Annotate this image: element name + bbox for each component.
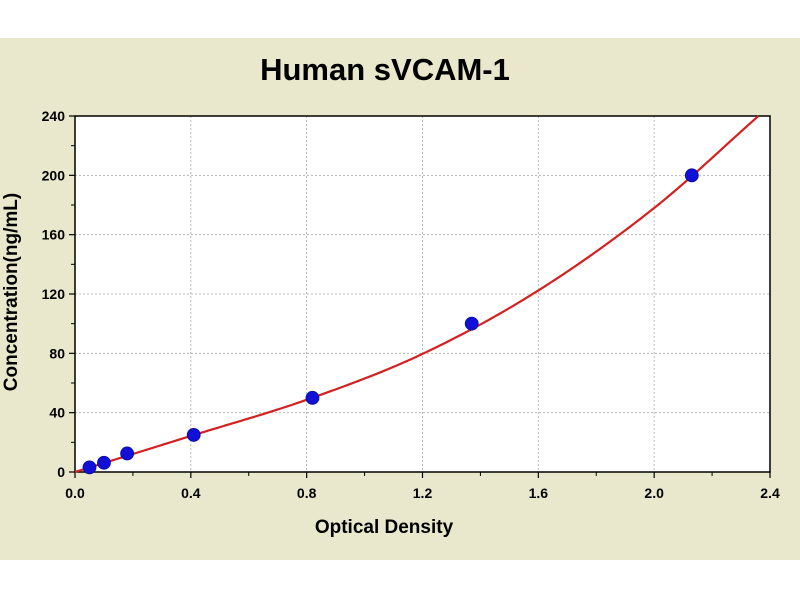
x-tick-label: 1.6 [529, 485, 549, 501]
y-tick-label: 40 [49, 405, 65, 421]
y-tick-label: 80 [49, 345, 65, 361]
data-point [97, 455, 111, 470]
data-point [464, 316, 479, 331]
data-point [82, 460, 97, 475]
y-tick-label: 0 [57, 464, 65, 480]
plot-frame [74, 115, 771, 473]
x-tick-label: 0.0 [65, 485, 85, 501]
y-tick-label: 240 [42, 108, 66, 124]
y-tick-label: 120 [42, 286, 66, 302]
data-point [305, 390, 320, 405]
x-tick-label: 1.2 [413, 485, 433, 501]
x-axis-label: Optical Density [315, 517, 454, 538]
x-tick-label: 0.4 [181, 485, 201, 501]
chart-title: Human sVCAM-1 [260, 52, 510, 87]
x-tick-label: 2.4 [760, 485, 780, 501]
data-point [684, 168, 699, 183]
y-tick-label: 160 [42, 227, 66, 243]
grid-lines [75, 116, 770, 472]
data-points [82, 168, 699, 475]
y-axis-label: Concentration(ng/mL) [1, 193, 22, 391]
x-tick-label: 0.8 [297, 485, 317, 501]
y-tick-labels: 0 40 80 120 160 200 240 [42, 108, 66, 480]
data-point [120, 446, 135, 461]
x-tick-labels: 0.0 0.4 0.8 1.2 1.6 2.0 2.4 [65, 485, 780, 501]
data-point [186, 428, 201, 442]
y-tick-label: 200 [42, 167, 66, 183]
x-tick-label: 2.0 [644, 485, 664, 501]
